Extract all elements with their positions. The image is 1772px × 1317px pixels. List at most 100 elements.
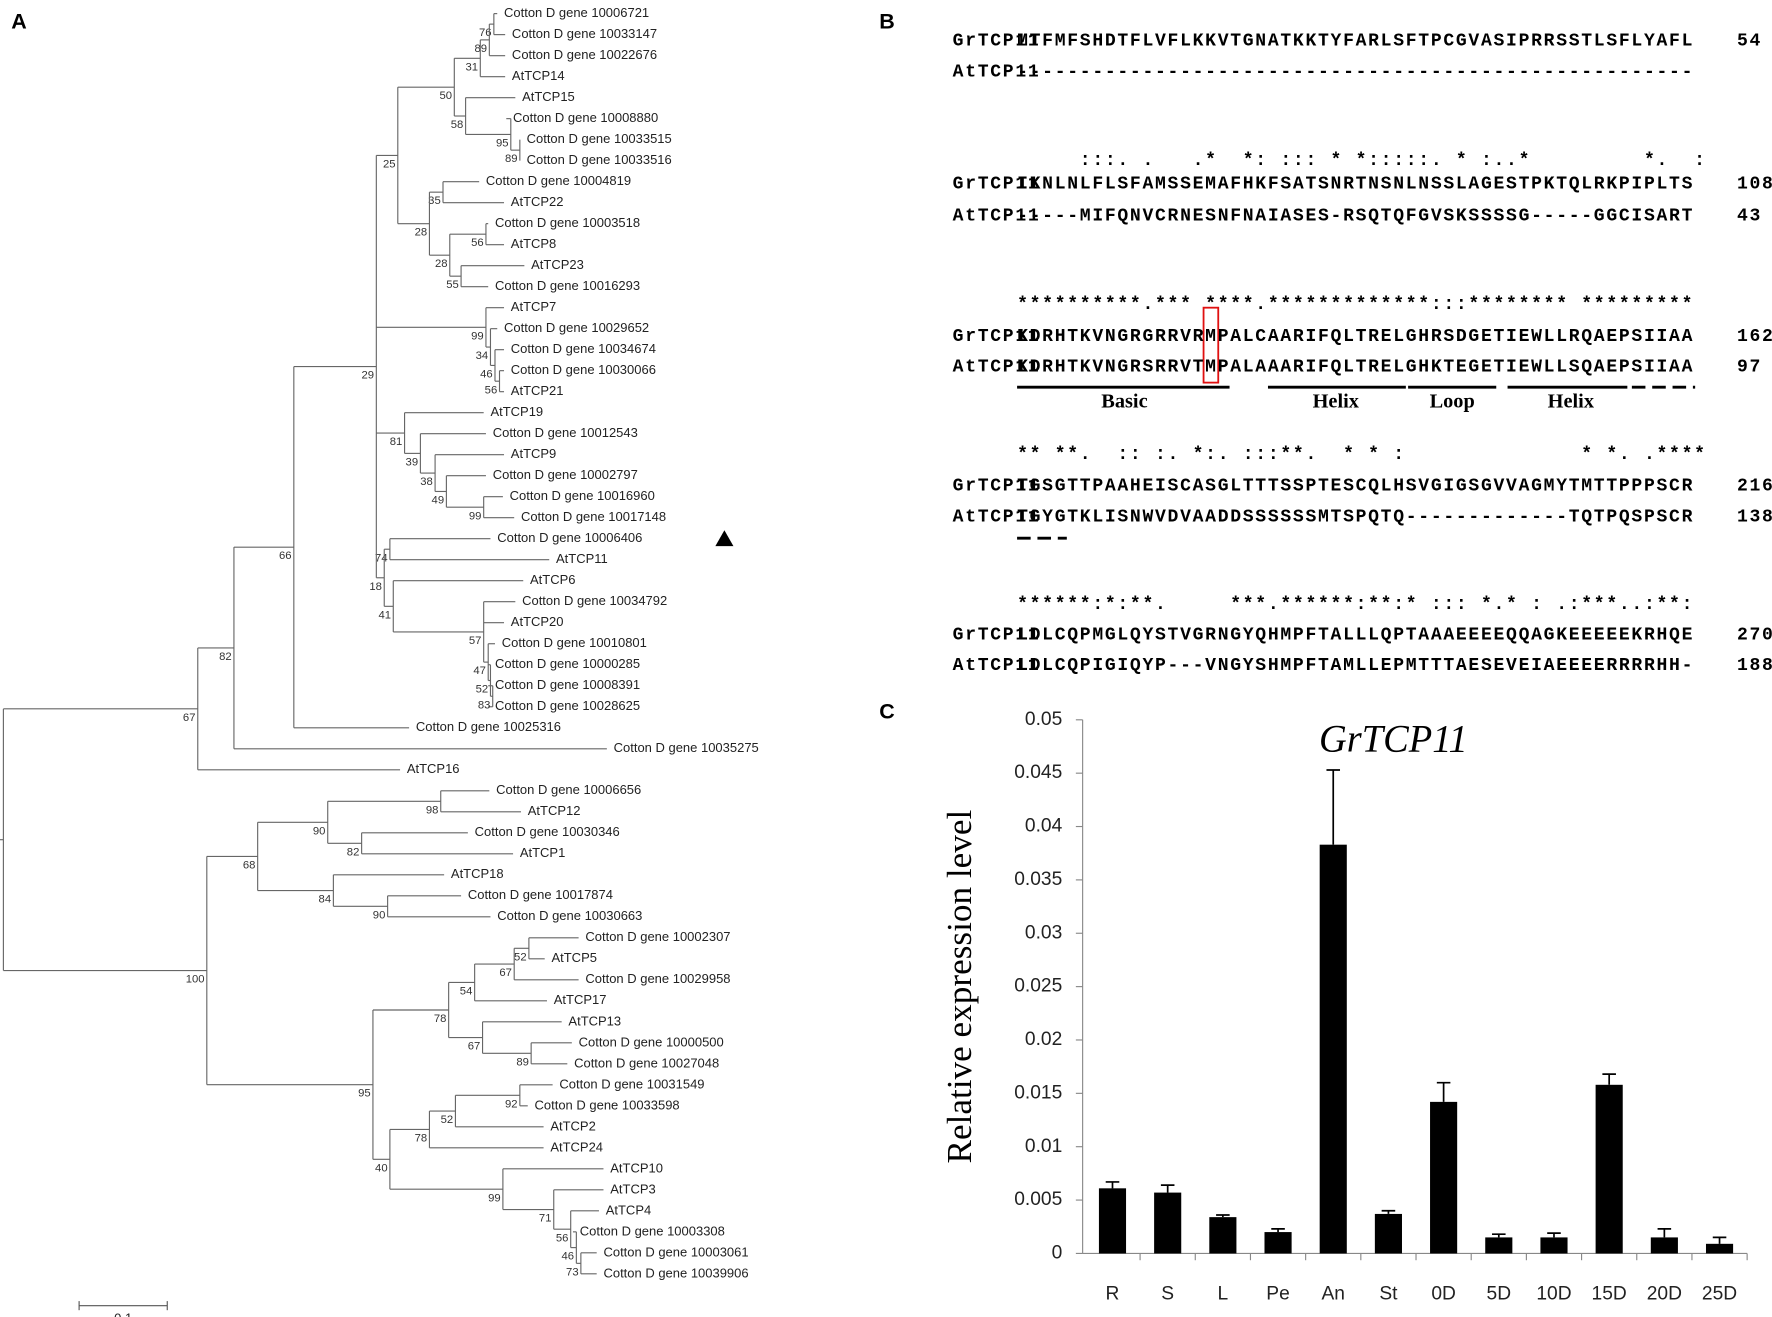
domain-label: Loop: [1430, 391, 1475, 413]
y-tick-label: 0.01: [1025, 1136, 1062, 1157]
error-bar: [1492, 1233, 1506, 1238]
leaf-label: Cotton D gene 10008391: [495, 677, 640, 692]
bootstrap-value: 56: [556, 1232, 569, 1244]
conservation-line: **********.*** ****.*************:::****…: [1017, 295, 1694, 315]
sequence-name: GrTCP11: [953, 327, 1041, 347]
y-tick-label: 0.035: [1014, 869, 1062, 890]
bootstrap-value: 55: [446, 279, 459, 291]
sequence-name: AtTCP11: [953, 206, 1041, 226]
bootstrap-value: 99: [469, 510, 482, 522]
x-tick-label: St: [1379, 1283, 1398, 1304]
x-tick-label: L: [1218, 1283, 1229, 1304]
bootstrap-value: 34: [476, 350, 489, 362]
bootstrap-value: 90: [373, 909, 386, 921]
sequence: MTFMFSHDTFLVFLKKVTGNATKKTYFARLSFTPCGVASI…: [1017, 32, 1694, 52]
bar: [1154, 1192, 1182, 1254]
panel-label: B: [879, 9, 895, 33]
bar: [1098, 1188, 1127, 1254]
error-bar: [1602, 1073, 1616, 1085]
leaf-label: AtTCP17: [554, 992, 607, 1007]
bootstrap-value: 28: [435, 258, 448, 270]
bar: [1485, 1237, 1513, 1254]
sequence: ----------------------------------------…: [1017, 62, 1694, 82]
x-tick-label: 10D: [1536, 1283, 1571, 1304]
sequence: LDLCQPIGIQYP---VNGYSHMPFTAMLLEPMTTTAESEV…: [1017, 656, 1694, 676]
sequence: KDRHTKVNGRGRRVRMPALCAARIFQLTRELGHRSDGETI…: [1017, 327, 1694, 347]
bootstrap-value: 18: [369, 581, 382, 593]
bootstrap-value: 52: [514, 951, 527, 963]
sequence: LDLCQPMGLQYSTVGRNGYQHMPFTALLLQPTAAAEEEEQ…: [1017, 625, 1694, 645]
sequence-end: 270: [1737, 625, 1772, 645]
bootstrap-value: 89: [516, 1056, 529, 1068]
domain-label: Helix: [1313, 391, 1360, 413]
y-tick-label: 0.05: [1025, 709, 1062, 730]
bootstrap-value: 39: [406, 456, 419, 468]
bootstrap-value: 74: [375, 552, 388, 564]
x-tick-label: 15D: [1592, 1283, 1627, 1304]
leaf-label: Cotton D gene 10008880: [513, 110, 658, 125]
x-tick-label: 5D: [1487, 1283, 1512, 1304]
leaf-label: AtTCP23: [531, 257, 584, 272]
error-bar: [1271, 1228, 1285, 1233]
error-bar: [1326, 769, 1341, 845]
scale-label: 0.1: [114, 1311, 132, 1317]
scale-bar: [78, 1301, 168, 1311]
x-tick-label: R: [1106, 1283, 1120, 1304]
leaf-label: Cotton D gene 10006406: [497, 530, 642, 545]
leaf-label: Cotton D gene 10017148: [521, 509, 666, 524]
bootstrap-value: 78: [415, 1133, 428, 1145]
bar: [1705, 1243, 1734, 1254]
bootstrap-value: 47: [473, 665, 486, 677]
bootstrap-value: 78: [434, 1013, 447, 1025]
leaf-label: Cotton D gene 10033147: [512, 26, 657, 41]
bootstrap-value: 98: [426, 804, 439, 816]
x-tick-label: S: [1161, 1283, 1174, 1304]
leaf-label: Cotton D gene 10034792: [522, 593, 667, 608]
bar: [1264, 1232, 1292, 1254]
bootstrap-value: 46: [480, 368, 493, 380]
leaf-label: Cotton D gene 10003518: [495, 215, 640, 230]
sequence-end: 216: [1737, 477, 1772, 497]
y-tick-label: 0.025: [1014, 976, 1062, 997]
leaf-label: Cotton D gene 10030346: [475, 824, 620, 839]
chart-title: GrTCP11: [1319, 718, 1468, 760]
sequence-end: 54: [1737, 32, 1762, 52]
bootstrap-value: 81: [390, 436, 403, 448]
bootstrap-value: 66: [279, 550, 292, 562]
error-bar: [1160, 1184, 1175, 1193]
bootstrap-value: 82: [219, 651, 232, 663]
error-bar: [1105, 1181, 1120, 1189]
y-tick-label: 0.04: [1025, 816, 1063, 837]
leaf-label: Cotton D gene 10004819: [486, 173, 631, 188]
leaf-label: AtTCP14: [512, 68, 565, 83]
sequence-end: 97: [1737, 357, 1762, 377]
sequence: KDRHTKVNGRSRRVTMPALAAARIFQLTRELGHKTEGETI…: [1017, 357, 1694, 377]
leaf-label: Cotton D gene 10028625: [495, 698, 640, 713]
bootstrap-value: 89: [505, 153, 518, 165]
leaf-label: Cotton D gene 10030066: [511, 362, 656, 377]
leaf-label: Cotton D gene 10016960: [510, 488, 655, 503]
y-tick-label: 0.03: [1025, 922, 1062, 943]
leaf-label: AtTCP24: [550, 1139, 603, 1154]
sequence-name: AtTCP11: [953, 62, 1041, 82]
leaf-label: AtTCP8: [511, 236, 556, 251]
leaf-label: Cotton D gene 10006721: [504, 5, 649, 20]
sequence-name: GrTCP11: [953, 175, 1041, 195]
bootstrap-value: 58: [451, 119, 464, 131]
leaf-label: AtTCP18: [451, 866, 504, 881]
bar: [1650, 1237, 1678, 1254]
sequence: -----MIFQNVCRNESNFNAIASES-RSQTQFGVSKSSSS…: [1017, 206, 1694, 226]
leaf-label: Cotton D gene 10000285: [495, 656, 640, 671]
conservation-line: :::. . .* *: ::: * *:::::. * :..* *. :: [1017, 151, 1707, 171]
sequence-name: GrTCP11: [953, 32, 1041, 52]
conservation-line: ** **. :: :. *:. :::**. * * : * *. .****: [1017, 445, 1707, 465]
domain-label: Basic: [1101, 391, 1147, 413]
error-bar: [1657, 1228, 1672, 1238]
y-tick-label: 0: [1052, 1242, 1063, 1263]
bootstrap-value: 35: [428, 195, 441, 207]
leaf-label: AtTCP19: [490, 404, 543, 419]
leaf-label: AtTCP16: [407, 761, 460, 776]
sequence-name: GrTCP11: [953, 477, 1041, 497]
leaf-label: Cotton D gene 10031549: [559, 1076, 704, 1091]
leaf-label: Cotton D gene 10030663: [497, 908, 642, 923]
